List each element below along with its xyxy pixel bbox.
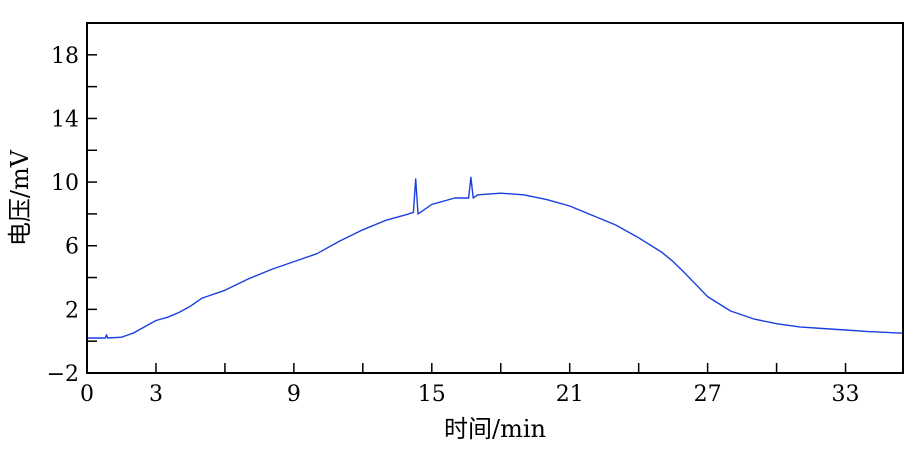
axis-ticks: 0 3 9 15 21 27 33 −2 2 6 10 14 18 xyxy=(47,22,860,407)
y-axis-title: 电压/mV xyxy=(6,149,34,246)
x-axis-title: 时间/min xyxy=(444,415,546,443)
x-tick-label: 33 xyxy=(832,382,860,407)
x-tick-label: 0 xyxy=(80,382,94,407)
y-tick-label: −2 xyxy=(47,362,79,387)
y-tick-label: 14 xyxy=(51,107,79,132)
y-tick-label: 2 xyxy=(65,298,79,323)
x-tick-label: 21 xyxy=(556,382,584,407)
x-tick-label: 27 xyxy=(694,382,722,407)
series-line-0 xyxy=(87,176,904,339)
x-tick-label: 15 xyxy=(418,382,446,407)
x-tick-label: 9 xyxy=(287,382,301,407)
y-tick-label: 6 xyxy=(65,235,79,260)
y-tick-label: 10 xyxy=(51,171,79,196)
x-tick-label: 3 xyxy=(149,382,163,407)
plot-area xyxy=(87,176,904,339)
plot-frame xyxy=(86,22,904,374)
y-tick-label: 18 xyxy=(51,44,79,69)
